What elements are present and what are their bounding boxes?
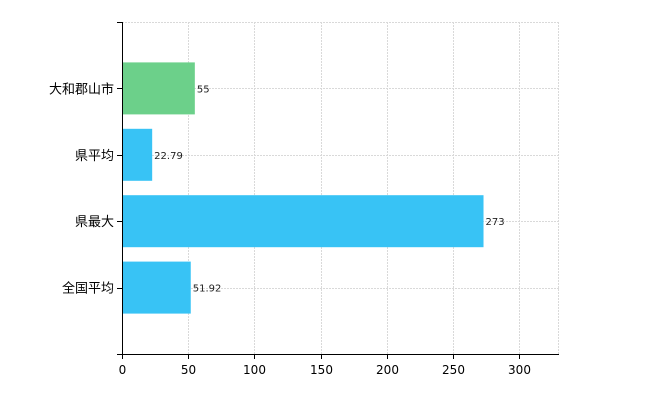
x-tick-label: 0 xyxy=(119,363,127,377)
bar xyxy=(123,62,195,115)
grid-lines xyxy=(122,22,559,354)
labels: 55 大和郡山市 22.79 県平均 273 県最大 51.92 全国平均 0 50 100 150 2… xyxy=(49,81,531,377)
x-tick-label: 50 xyxy=(181,363,196,377)
bar-value-label: 55 xyxy=(197,84,210,95)
category-label: 県平均 xyxy=(75,149,114,164)
axes xyxy=(117,22,559,359)
bar-value-label: 273 xyxy=(486,217,505,228)
x-tick-label: 150 xyxy=(310,363,333,377)
bar xyxy=(123,128,153,181)
bar xyxy=(123,261,191,314)
x-tick-label: 250 xyxy=(442,363,465,377)
bars xyxy=(123,62,484,314)
category-label: 県最大 xyxy=(75,215,114,230)
x-tick-label: 100 xyxy=(243,363,266,377)
bar-value-label: 22.79 xyxy=(154,151,183,162)
x-tick-label: 200 xyxy=(376,363,399,377)
bar xyxy=(123,195,484,248)
x-tick-label: 300 xyxy=(508,363,531,377)
category-label: 全国平均 xyxy=(62,281,114,297)
bar-value-label: 51.92 xyxy=(193,284,222,295)
category-label: 大和郡山市 xyxy=(49,81,114,97)
